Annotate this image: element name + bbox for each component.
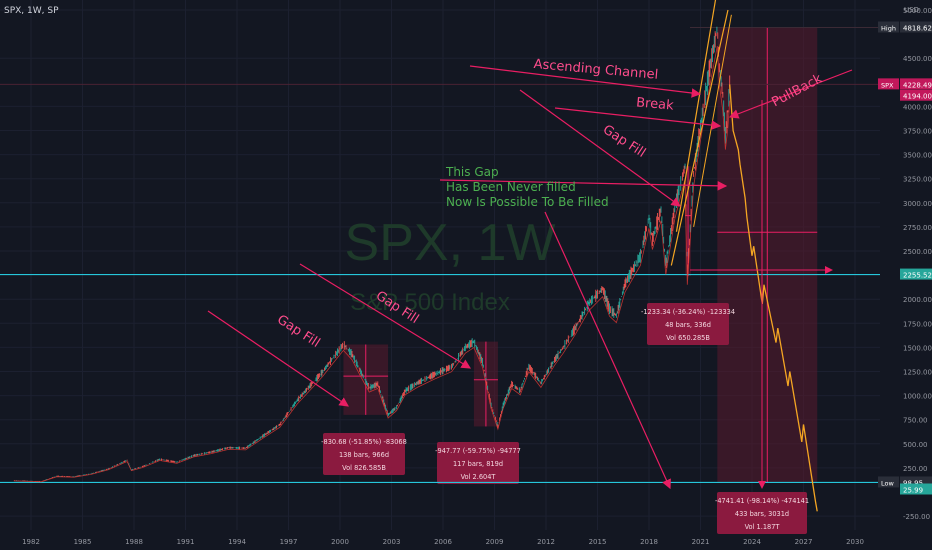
drawdown-label-box [647, 303, 729, 345]
price-label-tag: Low [881, 479, 894, 487]
price-label-value: 4194.00 [903, 93, 932, 101]
drawdown-label-box [717, 492, 807, 534]
price-tick-label: 1500.00 [903, 344, 932, 352]
drawdown-change-text: -947.77 (-59.75%) -94777 [435, 447, 521, 455]
year-tick-label: 1982 [22, 538, 40, 546]
annotation-arrow [554, 107, 722, 130]
price-tick-label: 5000.00 [903, 7, 932, 15]
price-label-badge [900, 483, 932, 495]
drawdown-volume-text: Vol 650.285B [666, 334, 710, 342]
drawdown-bars-text: 117 bars, 819d [453, 460, 503, 468]
annotation-arrow [299, 263, 472, 369]
drawdown-change-text: -1233.34 (-36.24%) -123334 [641, 308, 735, 316]
price-tick-label: 2500.00 [903, 248, 932, 256]
annotation-arrow [207, 310, 349, 407]
drawdown-volume-text: Vol 1.187T [745, 523, 781, 531]
drawdown-bars-text: 138 bars, 966d [339, 451, 389, 459]
price-label-tag-box [878, 21, 899, 33]
price-label-value: 4228.49 [903, 81, 932, 89]
price-tick-label: 250.00 [903, 465, 928, 473]
drawdown-bars-text: 48 bars, 336d [665, 321, 711, 329]
drawdown-label-box [323, 433, 405, 475]
year-tick-label: 2027 [795, 538, 813, 546]
price-tick-label: 1750.00 [903, 320, 932, 328]
price-tick-label: 4500.00 [903, 55, 932, 63]
price-tick-label: 2000.00 [903, 296, 932, 304]
watermark: SPX, 1W S&P 500 Index [345, 214, 556, 316]
year-tick-label: 2024 [743, 538, 761, 546]
gap-note-line: This Gap [445, 165, 499, 179]
moving-average-line [13, 46, 731, 483]
year-tick-label: 1985 [74, 538, 92, 546]
annotation-arrows [207, 65, 853, 490]
price-tick-label: 750.00 [903, 417, 928, 425]
time-axis: 1982 1985 1988 1991 1994 1997 2000 2003 2006 2009… [22, 538, 864, 546]
projection-series [729, 84, 818, 512]
price-tick-label: -250.00 [903, 513, 930, 521]
year-tick-label: 1991 [177, 538, 195, 546]
year-tick-label: 2021 [692, 538, 710, 546]
price-tick-label: 3750.00 [903, 128, 932, 136]
year-tick-label: 2009 [486, 538, 504, 546]
price-label-value: 98.95 [903, 479, 923, 487]
break-label: Break [636, 95, 675, 113]
price-label-badge [900, 89, 932, 101]
symbol-header: SPX, 1W, SP [4, 6, 59, 16]
year-tick-label: 1988 [125, 538, 143, 546]
drawdown-volume-text: Vol 826.585B [342, 464, 386, 472]
gap-note-line: Has Been Never filled [446, 180, 576, 194]
price-tick-label: 3500.00 [903, 152, 932, 160]
year-tick-label: 2015 [589, 538, 607, 546]
drawdown-bars-text: 433 bars, 3031d [735, 510, 789, 518]
price-label-tag: High [881, 24, 896, 32]
price-tick-label: 4000.00 [903, 103, 932, 111]
year-tick-label: 1994 [228, 538, 246, 546]
price-label-badge [900, 476, 932, 488]
annotation-arrow [519, 89, 681, 207]
price-label-tag-box [878, 78, 899, 90]
price-tick-label: 1000.00 [903, 393, 932, 401]
price-label-value: 4818.62 [903, 24, 932, 32]
price-label-badge [900, 21, 932, 33]
channel-upper-line [675, 0, 717, 232]
year-tick-label: 2030 [846, 538, 864, 546]
price-tick-label: 1250.00 [903, 369, 932, 377]
price-label-badge [900, 268, 932, 280]
price-series [13, 26, 731, 483]
annotation-arrow [728, 69, 853, 119]
price-tick-label: 500.00 [903, 441, 928, 449]
year-tick-label: 2003 [383, 538, 401, 546]
channel-lower-line [670, 9, 729, 266]
drawdown-boxes: -830.68 (-51.85%) -83068 138 bars, 966d Vo… [321, 27, 818, 534]
horizontal-levels [0, 26, 880, 484]
price-label-badge [900, 78, 932, 90]
projected-decline-path [729, 84, 818, 512]
axis-unit-label: USD [904, 6, 919, 14]
drawdown-volume-text: Vol 2.604T [461, 473, 497, 481]
year-tick-label: 1997 [280, 538, 298, 546]
annotation-arrow [439, 179, 728, 191]
price-label-value: 25.99 [903, 486, 923, 494]
watermark-subtitle: S&P 500 Index [350, 289, 510, 316]
annotation-arrow [544, 211, 671, 490]
price-label-tag-box [878, 476, 899, 488]
price-label-value: 2255.52 [903, 272, 932, 280]
watermark-title: SPX, 1W [345, 214, 556, 272]
year-tick-label: 2006 [434, 538, 452, 546]
price-tick-label: 3000.00 [903, 200, 932, 208]
price-label-tag: SPX [881, 81, 894, 89]
year-tick-label: 2018 [640, 538, 658, 546]
price-tick-label: 3250.00 [903, 176, 932, 184]
year-tick-label: 2000 [331, 538, 349, 546]
gap-note-line: Now Is Possible To Be Filled [446, 195, 609, 209]
drawdown-label-box [437, 442, 519, 484]
drawdown-change-text: -830.68 (-51.85%) -83068 [321, 438, 407, 446]
drawdown-change-text: -4741.41 (-98.14%) -474141 [715, 497, 809, 505]
price-tick-label: 2750.00 [903, 224, 932, 232]
year-tick-label: 2012 [537, 538, 555, 546]
annotation-arrow [469, 65, 702, 98]
